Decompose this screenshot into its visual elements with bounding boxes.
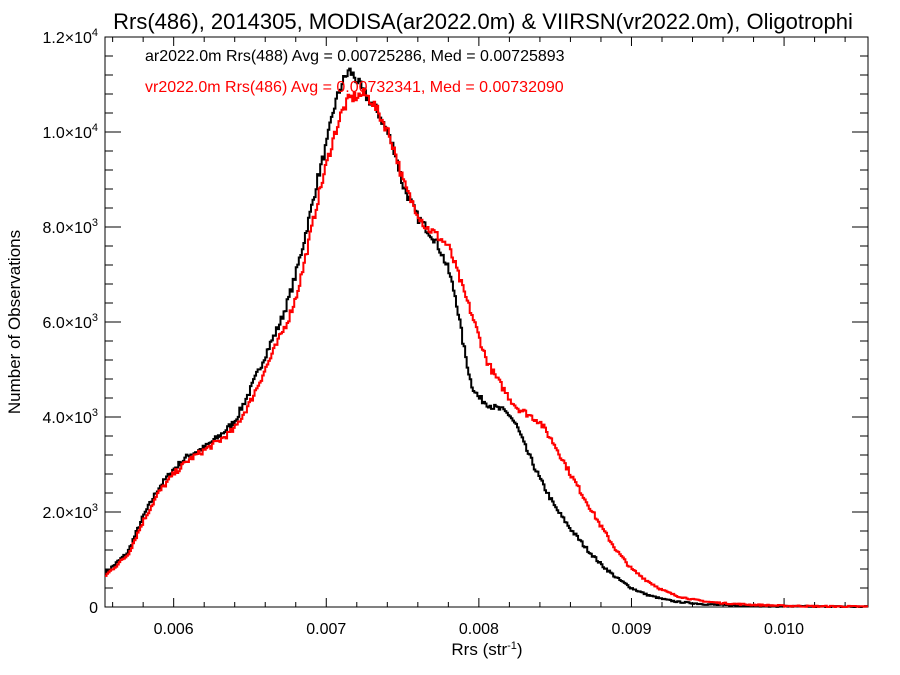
legend-entry-vr2022: vr2022.0m Rrs(486) Avg = 0.00732341, Med… bbox=[145, 79, 564, 96]
y-tick-label: 6.0×103 bbox=[42, 312, 98, 332]
y-tick-label: 8.0×103 bbox=[42, 217, 98, 237]
series-line-0 bbox=[105, 67, 868, 608]
y-tick-label: 1.2×104 bbox=[42, 27, 98, 47]
y-tick-label: 0 bbox=[89, 600, 98, 617]
x-tick-label: 0.009 bbox=[611, 621, 651, 638]
chart-title: Rrs(486), 2014305, MODISA(ar2022.0m) & V… bbox=[113, 9, 853, 34]
plot-frame bbox=[104, 36, 869, 608]
legend-entry-ar2022: ar2022.0m Rrs(488) Avg = 0.00725286, Med… bbox=[145, 48, 565, 65]
x-tick-label: 0.007 bbox=[306, 621, 346, 638]
x-tick-label: 0.010 bbox=[764, 621, 804, 638]
y-tick-label: 4.0×103 bbox=[42, 407, 98, 427]
y-tick-label: 1.0×104 bbox=[42, 122, 98, 142]
legend: ar2022.0m Rrs(488) Avg = 0.00725286, Med… bbox=[145, 48, 565, 96]
series-layer bbox=[105, 67, 868, 608]
series-line-1 bbox=[105, 87, 868, 608]
y-axis-label: Number of Observations bbox=[5, 230, 24, 414]
axis-ticks: 0.006 0.007 0.008 0.009 0.010 0 2.0×103 4.0×103… bbox=[42, 27, 868, 638]
x-axis-label: Rrs (str-1) bbox=[451, 640, 522, 659]
x-tick-label: 0.006 bbox=[154, 621, 194, 638]
y-tick-label: 2.0×103 bbox=[42, 502, 98, 522]
x-tick-label: 0.008 bbox=[459, 621, 499, 638]
